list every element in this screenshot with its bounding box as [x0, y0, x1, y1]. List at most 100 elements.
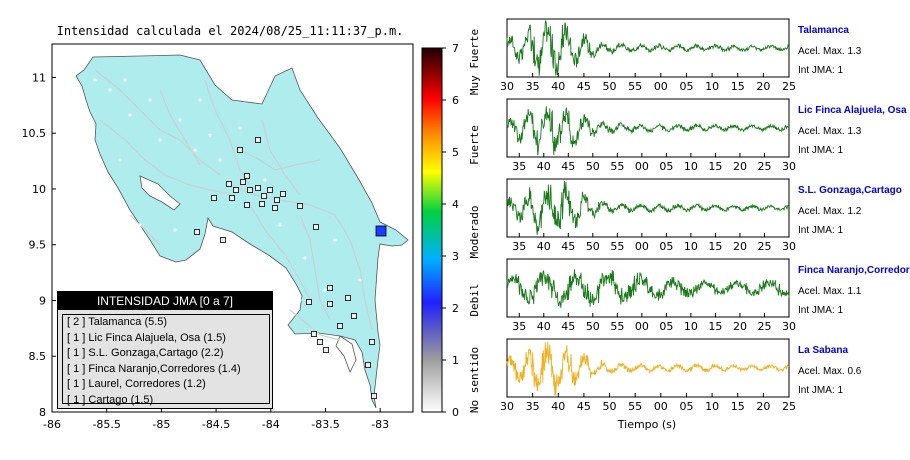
station-marker	[194, 229, 200, 235]
station-marker	[211, 195, 217, 201]
waveform-trace	[506, 19, 790, 76]
station-name: La Sabana	[798, 345, 848, 356]
town-dot	[278, 223, 282, 227]
station-name: Talamanca	[798, 25, 849, 36]
legend-row: [ 2 ] Talamanca (5.5)	[67, 316, 168, 328]
waveform-trace	[506, 181, 790, 235]
waveform-tick-label: 35	[512, 320, 526, 333]
waveform-tick-label: 30	[782, 320, 796, 333]
colorbar-tick-label: 1	[452, 354, 459, 367]
waveform-tick-label: 10	[705, 80, 719, 93]
waveform-tick-label: 35	[526, 400, 540, 413]
colorbar	[421, 47, 443, 413]
waveform-tick-label: 30	[500, 400, 514, 413]
station-name: Lic Finca Alajuela, Osa	[798, 105, 907, 116]
waveform-tick-label: 50	[586, 320, 600, 333]
waveform-tick-label: 00	[635, 320, 649, 333]
waveform-tick-label: 45	[561, 160, 575, 173]
waveform-tick-label: 45	[577, 400, 591, 413]
waveform-tick-label: 25	[782, 80, 796, 93]
waveform-tick-label: 00	[654, 80, 668, 93]
station-marker	[255, 137, 261, 143]
station-marker	[229, 195, 235, 201]
colorbar-tick-label: 0	[452, 406, 459, 419]
colorbar-tick-label: 7	[452, 42, 459, 55]
station-markers	[194, 137, 377, 399]
time-axis-label: Tiempo (s)	[617, 418, 676, 431]
map-y-tick-label: 10	[32, 183, 46, 196]
waveform-tick-label: 10	[684, 320, 698, 333]
map-x-tick-label: -84	[262, 418, 280, 431]
station-marker	[233, 187, 239, 193]
waveform-tick-label: 30	[782, 240, 796, 253]
colorbar-category-label: Muy Fuerte	[468, 29, 481, 95]
map-y-tick-label: 8	[39, 406, 46, 419]
waveform-tick-label: 55	[610, 160, 624, 173]
town-dot	[218, 158, 222, 162]
waveform-tick-label: 50	[586, 240, 600, 253]
station-marker	[323, 347, 329, 353]
epicenter-marker	[375, 225, 387, 237]
town-dot	[118, 158, 122, 162]
waveform-tick-label: 25	[757, 240, 771, 253]
station-marker	[267, 187, 273, 193]
map-x-tick-label: -83.5	[311, 418, 339, 431]
station-marker	[327, 301, 333, 307]
costa-rica-land	[75, 54, 409, 409]
station-jma: Int JMA: 1	[798, 385, 843, 396]
station-accel: Acel. Max. 1.3	[798, 126, 862, 137]
waveform-tick-label: 20	[733, 240, 747, 253]
waveform-tick-label: 05	[679, 80, 693, 93]
town-dot	[93, 78, 97, 82]
station-marker	[345, 295, 351, 301]
waveform-tick-label: 20	[733, 320, 747, 333]
waveform-tick-label: 15	[731, 400, 745, 413]
waveform-tick-label: 55	[610, 240, 624, 253]
station-jma: Int JMA: 1	[798, 225, 843, 236]
colorbar-category-label: Moderado	[468, 206, 481, 259]
station-marker	[240, 179, 246, 185]
town-dot	[323, 288, 327, 292]
colorbar-tick-label: 3	[452, 250, 459, 263]
station-marker	[220, 237, 226, 243]
legend-row: [ 1 ] Cartago (1.5)	[67, 393, 154, 406]
colorbar-tick-label: 6	[452, 94, 459, 107]
waveform-tick-label: 25	[757, 320, 771, 333]
map-x-tick-label: -85	[152, 418, 170, 431]
station-marker	[247, 187, 253, 193]
map-x-tick-label: -86	[43, 418, 61, 431]
waveform-tick-label: 25	[757, 160, 771, 173]
station-marker	[365, 362, 371, 368]
waveform-tick-label: 00	[635, 160, 649, 173]
station-jma: Int JMA: 1	[798, 145, 843, 156]
station-marker	[259, 201, 265, 207]
town-dot	[303, 256, 307, 260]
waveform-tick-label: 00	[654, 400, 668, 413]
station-marker	[280, 191, 286, 197]
town-dot	[243, 98, 247, 102]
waveform-tick-label: 50	[603, 400, 617, 413]
waveform-tick-label: 55	[610, 320, 624, 333]
station-name: S.L. Gonzaga,Cartago	[798, 185, 902, 196]
colorbar-ticks: 0 1 2 3 4 5 6 7	[442, 42, 459, 419]
map-y-tick-label: 8.5	[29, 350, 47, 363]
town-dot	[123, 78, 127, 82]
town-dot	[178, 118, 182, 122]
waveform-tick-label: 35	[512, 160, 526, 173]
waveform-tick-label: 25	[782, 400, 796, 413]
waveform-tick-label: 35	[512, 240, 526, 253]
colorbar-category-label: Debil	[468, 283, 481, 316]
waveform-tick-label: 15	[731, 80, 745, 93]
map-y-tick-label: 10.5	[22, 127, 47, 140]
station-marker	[255, 185, 261, 191]
town-dot	[138, 223, 142, 227]
station-marker	[327, 285, 333, 291]
waveform-trace	[506, 106, 790, 156]
legend-row: [ 1 ] Laurel, Corredores (1.2)	[67, 378, 206, 390]
station-marker	[272, 205, 278, 211]
waveform-tick-label: 40	[537, 240, 551, 253]
waveform-tick-label: 15	[708, 160, 722, 173]
waveform-tick-label: 10	[684, 240, 698, 253]
